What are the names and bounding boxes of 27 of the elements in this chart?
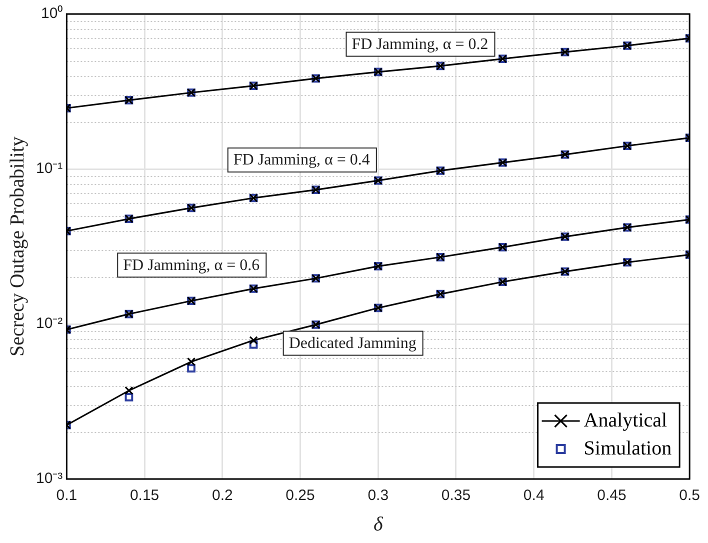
annotation: FD Jamming, α = 0.4 <box>233 152 370 169</box>
y-tick-label: 10⁰ <box>40 5 63 22</box>
x-tick-label: 0.45 <box>597 487 626 504</box>
legend-label: Simulation <box>584 437 672 460</box>
legend-label: Analytical <box>584 409 668 432</box>
annotation: Dedicated Jamming <box>288 334 416 352</box>
x-axis-title: δ <box>373 513 384 536</box>
point <box>186 357 196 366</box>
x-tick-label: 0.35 <box>441 487 471 504</box>
x-tick-label: 0.2 <box>212 487 233 504</box>
x-tick-label: 0.1 <box>56 487 78 504</box>
x-tick-label: 0.4 <box>523 487 544 504</box>
point <box>249 340 258 349</box>
point <box>124 393 134 402</box>
annotation: FD Jamming, α = 0.2 <box>352 36 488 53</box>
point <box>249 336 258 345</box>
x-tick-label: 0.15 <box>130 487 160 504</box>
annotation: FD Jamming, α = 0.6 <box>123 256 260 274</box>
point <box>187 364 196 372</box>
x-tick-label: 0.5 <box>679 487 700 504</box>
y-tick-label: 10⁻² <box>36 315 63 332</box>
y-tick-label: 10⁻³ <box>36 470 63 488</box>
y-tick-label: 10⁻¹ <box>36 160 63 178</box>
x-tick-label: 0.3 <box>368 487 389 504</box>
x-tick-label: 0.25 <box>286 487 315 504</box>
y-axis-title: Secrecy Outage Probability <box>6 136 28 356</box>
point <box>124 386 134 395</box>
